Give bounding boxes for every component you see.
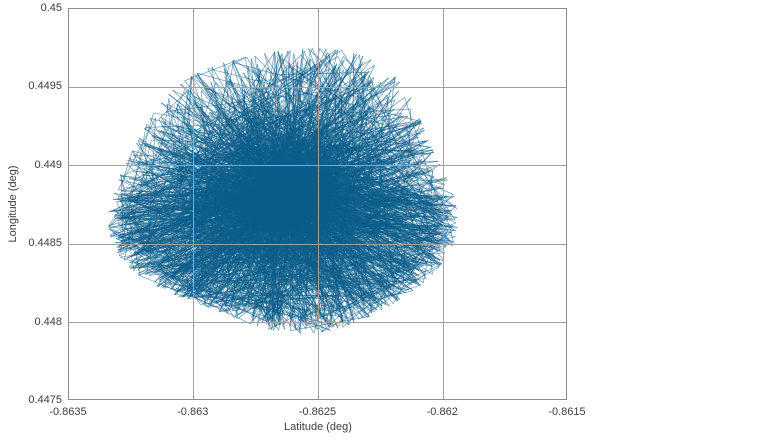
x-tick-label: -0.863: [177, 406, 209, 418]
y-tick-label: 0.4475: [28, 394, 62, 406]
gridline-vertical: [193, 9, 195, 399]
y-tick-label: 0.449: [34, 158, 62, 171]
y-tick-label: 0.448: [34, 315, 62, 328]
y-tick-label: 0.45: [40, 2, 62, 14]
gridline-vertical: [318, 9, 319, 399]
y-tick-label: 0.4495: [28, 80, 62, 93]
x-tick-label: -0.8615: [548, 406, 586, 418]
gridline-horizontal: [69, 322, 566, 324]
x-axis-label: Latitude (deg): [284, 421, 352, 433]
x-tick-label: -0.8625: [298, 406, 337, 418]
plot-area: [68, 8, 568, 401]
gridline-horizontal: [69, 86, 566, 88]
y-tick-label: 0.4485: [28, 237, 62, 250]
gridline-horizontal: [69, 243, 566, 245]
x-tick-label: -0.862: [426, 406, 458, 418]
x-tick-label: -0.8635: [49, 406, 87, 418]
gridline-vertical: [442, 9, 444, 399]
gridline-horizontal: [69, 165, 566, 167]
y-axis-label: Longitude (deg): [7, 165, 19, 243]
